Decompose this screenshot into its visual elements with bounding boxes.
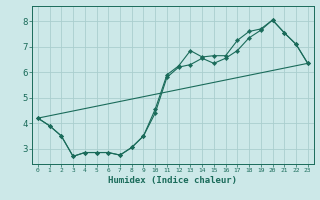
X-axis label: Humidex (Indice chaleur): Humidex (Indice chaleur) [108,176,237,185]
